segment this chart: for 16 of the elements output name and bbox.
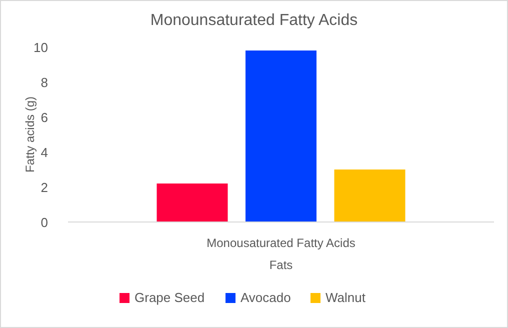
x-tick-label: Monousaturated Fatty Acids — [206, 236, 356, 250]
legend-label: Walnut — [326, 290, 366, 305]
legend-label: Grape Seed — [134, 290, 205, 305]
y-axis-title: Fatty acids (g) — [23, 96, 37, 173]
bar — [246, 50, 316, 222]
bar — [334, 170, 406, 222]
y-tick-label: 6 — [40, 110, 48, 125]
y-tick-label: 2 — [40, 180, 48, 195]
bar — [156, 184, 228, 222]
y-tick-label: 8 — [40, 75, 48, 90]
y-tick-label: 10 — [34, 40, 48, 55]
y-tick-label: 0 — [40, 215, 48, 230]
x-axis-title: Fats — [269, 258, 293, 272]
chart-title: Monounsaturated Fatty Acids — [150, 12, 358, 29]
y-tick-label: 4 — [40, 145, 48, 160]
legend-label: Avocado — [240, 290, 291, 305]
